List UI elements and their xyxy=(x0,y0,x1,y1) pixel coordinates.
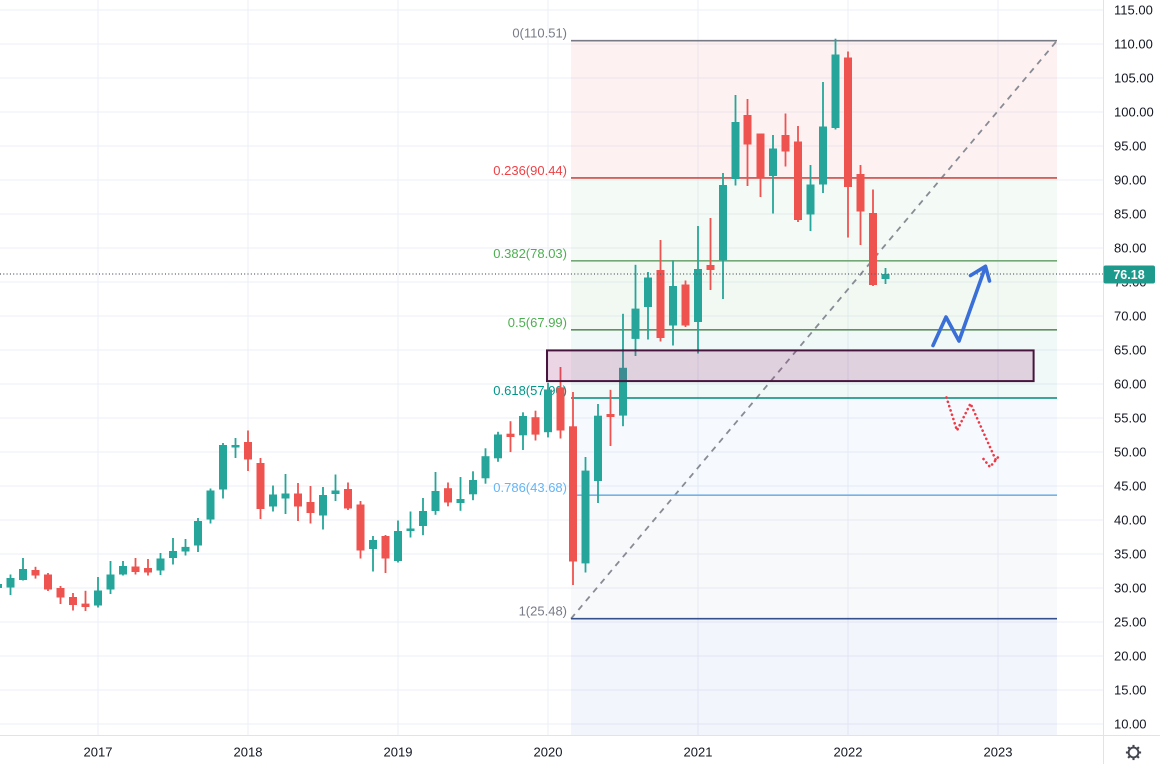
svg-text:20.00: 20.00 xyxy=(1114,649,1147,664)
svg-text:2017: 2017 xyxy=(84,745,113,760)
svg-text:0.618(57.90): 0.618(57.90) xyxy=(493,383,567,398)
svg-text:2023: 2023 xyxy=(984,745,1013,760)
svg-text:45.00: 45.00 xyxy=(1114,479,1147,494)
svg-text:2021: 2021 xyxy=(684,745,713,760)
svg-text:30.00: 30.00 xyxy=(1114,581,1147,596)
svg-text:90.00: 90.00 xyxy=(1114,173,1147,188)
svg-text:35.00: 35.00 xyxy=(1114,547,1147,562)
svg-text:0.236(90.44): 0.236(90.44) xyxy=(493,163,567,178)
svg-text:15.00: 15.00 xyxy=(1114,683,1147,698)
svg-text:1(25.48): 1(25.48) xyxy=(519,604,567,619)
svg-text:105.00: 105.00 xyxy=(1114,71,1154,86)
svg-text:50.00: 50.00 xyxy=(1114,445,1147,460)
svg-text:2018: 2018 xyxy=(234,745,263,760)
svg-text:2019: 2019 xyxy=(384,745,413,760)
svg-text:0.5(67.99): 0.5(67.99) xyxy=(508,315,567,330)
svg-text:25.00: 25.00 xyxy=(1114,615,1147,630)
svg-text:110.00: 110.00 xyxy=(1114,37,1153,52)
svg-text:0(110.51): 0(110.51) xyxy=(512,26,567,41)
svg-text:65.00: 65.00 xyxy=(1114,343,1147,358)
svg-text:2020: 2020 xyxy=(534,745,563,760)
svg-text:100.00: 100.00 xyxy=(1114,105,1154,120)
svg-text:60.00: 60.00 xyxy=(1114,377,1147,392)
svg-text:0.786(43.68): 0.786(43.68) xyxy=(493,480,567,495)
svg-text:10.00: 10.00 xyxy=(1114,717,1147,732)
svg-text:55.00: 55.00 xyxy=(1114,411,1147,426)
svg-text:2022: 2022 xyxy=(834,745,863,760)
svg-text:0.382(78.03): 0.382(78.03) xyxy=(493,246,567,261)
svg-text:40.00: 40.00 xyxy=(1114,513,1147,528)
svg-text:80.00: 80.00 xyxy=(1114,241,1147,256)
svg-text:70.00: 70.00 xyxy=(1114,309,1147,324)
svg-text:85.00: 85.00 xyxy=(1114,207,1147,222)
svg-text:115.00: 115.00 xyxy=(1114,3,1153,18)
svg-text:95.00: 95.00 xyxy=(1114,139,1147,154)
svg-text:76.18: 76.18 xyxy=(1113,268,1144,282)
